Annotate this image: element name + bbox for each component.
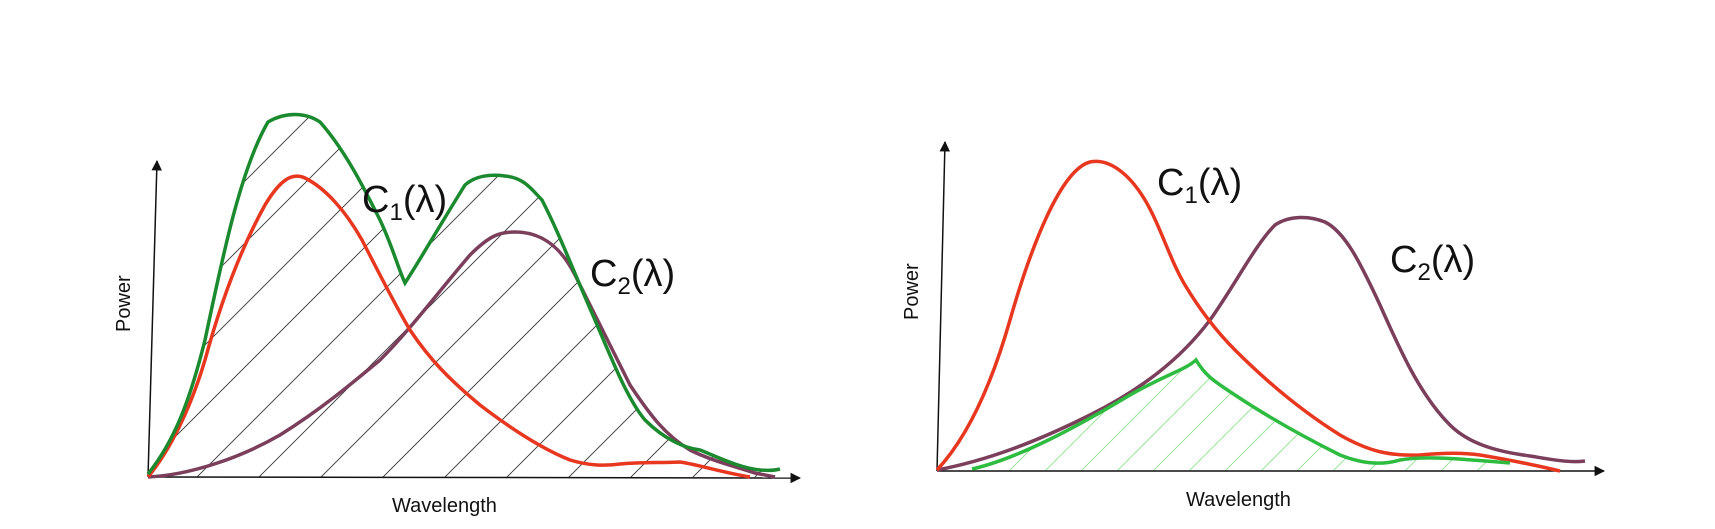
hatch-line [972,360,1105,471]
hatch-line [1256,360,1393,471]
hatch-line [1076,360,1213,471]
left-label-c1: C1(λ) [362,179,447,226]
right-y-axis [936,140,951,472]
hatch-line [379,114,761,477]
right-x-axis-label: Wavelength [1186,489,1291,511]
left-sum-hatch [148,114,780,477]
left-label-c2: C2(λ) [590,253,675,300]
left-y-axis [147,159,162,478]
hatch-line [255,114,637,477]
right-curve-product [971,357,1511,471]
hatch-line [148,114,327,477]
left-curve-sum [146,112,781,476]
right-curve-c1 [935,159,1561,473]
hatch-line [503,114,780,477]
hatch-line [148,114,203,477]
right-curve-c2 [936,215,1586,472]
hatch-line [1004,360,1141,471]
hatch-line [972,360,997,471]
left-x-axis [147,472,802,484]
left-y-axis-label: Power [113,275,135,332]
hatch-line [1112,360,1249,471]
left-x-axis-label: Wavelength [392,495,497,517]
right-label-c2: C2(λ) [1390,239,1475,286]
left-curve-c2 [147,230,776,479]
hatch-line [148,114,389,477]
left-panel: Wavelength Power C1(λ) C2(λ) [113,112,802,517]
right-panel: Wavelength Power C1(λ) C2(λ) [901,140,1606,511]
left-curve-c1 [146,174,751,479]
right-label-c1: C1(λ) [1157,162,1242,209]
right-y-axis-label: Power [901,263,923,320]
hatch-line [689,114,780,477]
hatch-line [148,114,513,477]
hatch-line [627,114,780,477]
hatch-line [1472,360,1510,471]
hatch-line [1148,360,1285,471]
